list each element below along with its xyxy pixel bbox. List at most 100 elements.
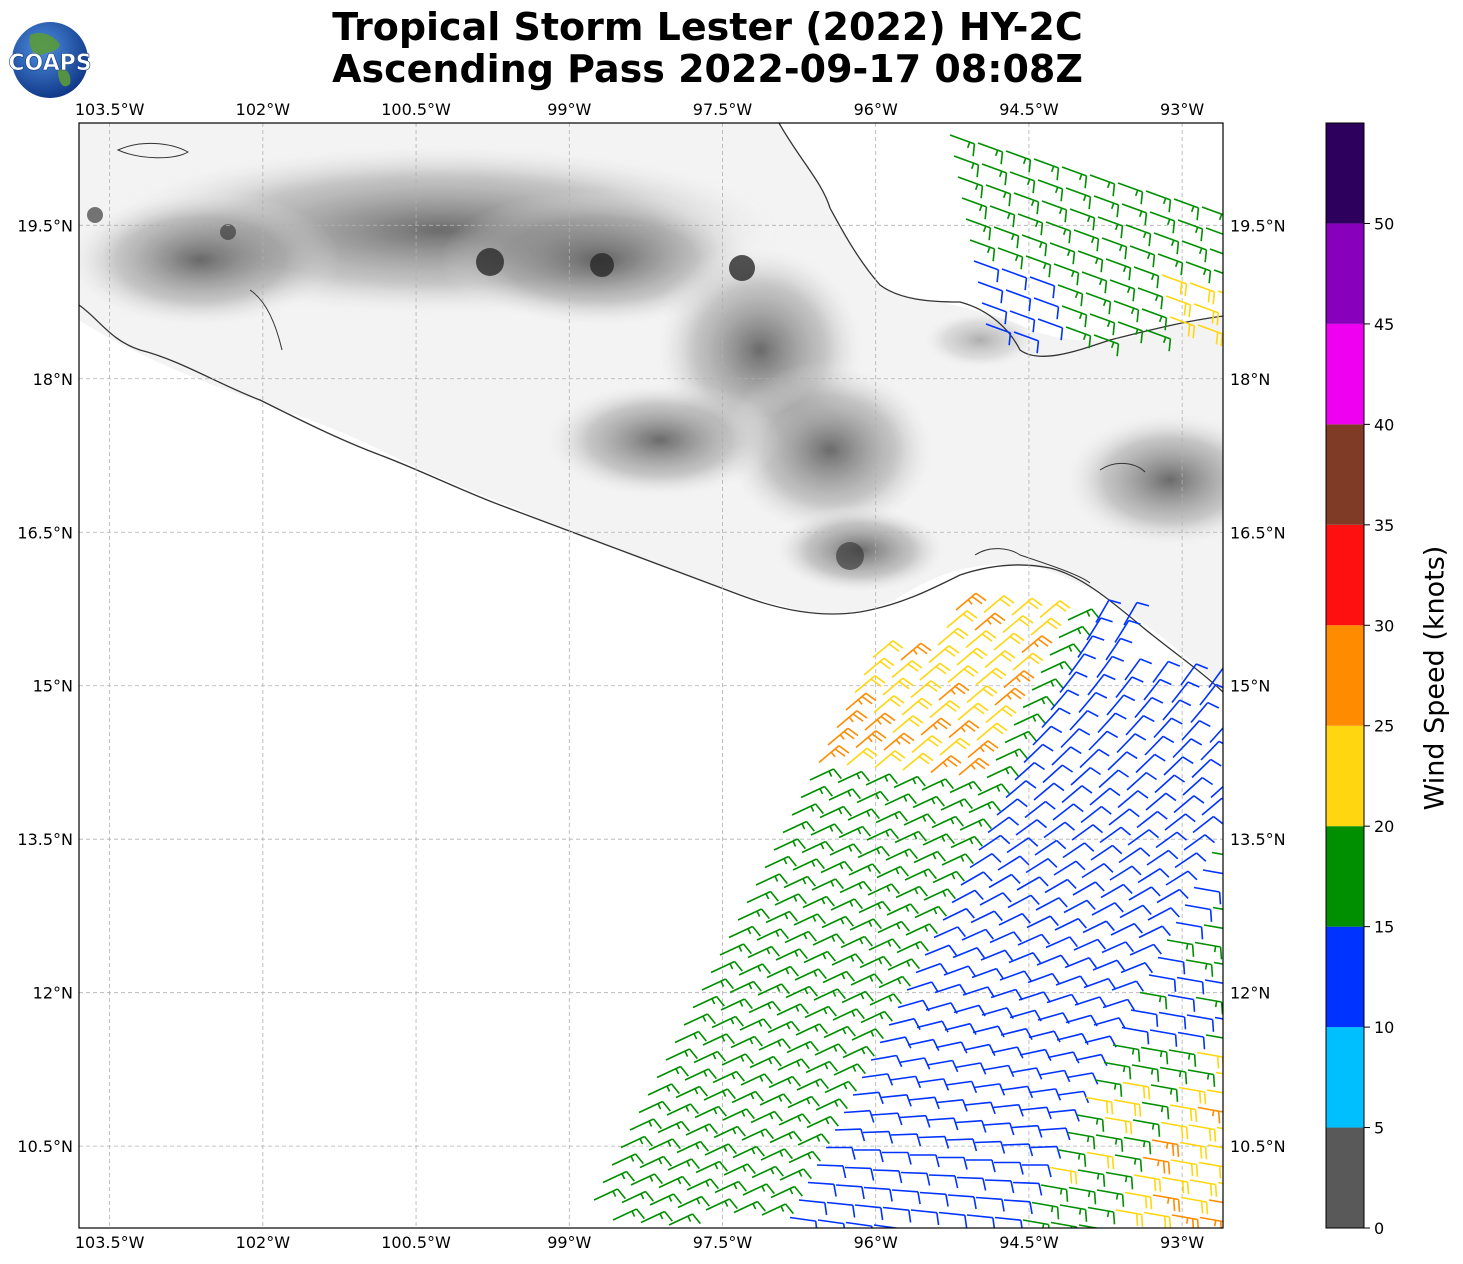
wind-barb xyxy=(1022,695,1055,709)
wind-barb xyxy=(847,808,880,821)
wind-barb xyxy=(702,1033,735,1046)
lon-tick-label-top: 94.5°W xyxy=(999,100,1059,119)
wind-barb xyxy=(733,1200,766,1214)
wind-barb xyxy=(963,1043,996,1057)
wind-barb xyxy=(1213,269,1223,275)
lon-tick-label-bottom: 93°W xyxy=(1160,1233,1204,1252)
wind-barb xyxy=(1106,694,1136,716)
wind-barb xyxy=(1041,707,1071,729)
wind-barb xyxy=(1093,1017,1126,1029)
wind-barb xyxy=(894,830,927,844)
colorbar-bin xyxy=(1326,625,1364,726)
wind-barb xyxy=(782,820,815,834)
wind-barb xyxy=(956,647,988,666)
wind-barb xyxy=(968,800,1001,814)
wind-barb xyxy=(1174,852,1207,869)
wind-barb xyxy=(862,1130,894,1144)
wind-barb xyxy=(1208,1199,1223,1209)
wind-barb xyxy=(1049,643,1082,656)
wind-barb xyxy=(638,1100,671,1114)
wind-barb xyxy=(742,1183,775,1196)
wind-barb xyxy=(864,712,896,731)
wind-barb xyxy=(1054,917,1087,931)
wind-barb xyxy=(621,1190,654,1204)
wind-barb xyxy=(602,1170,635,1184)
wind-barb xyxy=(826,1146,856,1160)
wind-barb xyxy=(747,945,780,959)
wind-barb xyxy=(1087,1206,1116,1225)
wind-barb xyxy=(815,1098,848,1111)
wind-barb xyxy=(639,1155,672,1169)
wind-barb xyxy=(997,247,1024,270)
wind-barb xyxy=(1002,615,1034,634)
wind-barb xyxy=(728,925,761,939)
colorbar-tick-label: 20 xyxy=(1374,817,1394,836)
wind-barb xyxy=(966,685,998,704)
wind-barb xyxy=(1119,904,1152,919)
wind-barb xyxy=(841,990,874,1004)
wind-barb xyxy=(919,1191,949,1207)
wind-barb xyxy=(989,205,1016,228)
wind-barb xyxy=(1120,962,1154,974)
wind-barb xyxy=(1051,746,1082,766)
wind-barb xyxy=(1125,224,1152,247)
wind-barb xyxy=(1043,821,1076,839)
colorbar-bin xyxy=(1326,1027,1364,1128)
lat-tick-label-right: 13.5°N xyxy=(1230,830,1286,849)
wind-barb xyxy=(1004,730,1037,744)
wind-barb xyxy=(906,981,939,993)
wind-barb xyxy=(924,944,958,956)
wind-barb xyxy=(1163,756,1194,776)
wind-barb xyxy=(810,823,843,836)
wind-barb xyxy=(974,612,1006,631)
wind-barb xyxy=(1207,1144,1223,1149)
wind-barb xyxy=(1062,842,1095,859)
wind-barb xyxy=(947,665,979,684)
wind-barb xyxy=(768,1075,801,1089)
wind-barb xyxy=(656,1065,689,1079)
wind-barb xyxy=(927,1117,959,1131)
wind-barb xyxy=(1068,1186,1097,1205)
wind-barb xyxy=(722,1108,755,1121)
wind-barb xyxy=(1009,171,1036,194)
wind-barb xyxy=(1197,1106,1223,1124)
wind-barb xyxy=(1089,787,1121,806)
wind-barb xyxy=(915,962,949,975)
wind-barb xyxy=(1077,635,1105,658)
wind-barb xyxy=(1149,211,1176,234)
wind-barb xyxy=(1017,933,1051,946)
wind-barb xyxy=(1113,1099,1142,1117)
wind-barb xyxy=(839,880,872,894)
wind-barb xyxy=(990,988,1023,1001)
wind-barb xyxy=(1068,653,1097,676)
wind-barb xyxy=(833,1063,866,1076)
wind-barb xyxy=(916,1020,949,1033)
colorbar-bin xyxy=(1326,524,1364,626)
wind-barb xyxy=(880,1093,912,1107)
wind-barb xyxy=(723,1163,756,1176)
wind-barb xyxy=(805,1060,838,1074)
lon-tick-label-top: 93°W xyxy=(1160,100,1204,119)
wind-barb xyxy=(1125,714,1155,736)
wind-barb xyxy=(944,1022,977,1036)
wind-barb xyxy=(665,1048,698,1061)
wind-barb xyxy=(803,950,836,964)
wind-barb xyxy=(882,1151,912,1165)
wind-barb xyxy=(1144,735,1175,756)
wind-barb xyxy=(756,928,789,941)
wind-barb xyxy=(1095,599,1122,623)
wind-barb xyxy=(1171,1214,1200,1228)
colorbar-bin xyxy=(1326,424,1364,525)
wind-barb xyxy=(863,1186,893,1202)
wind-barb xyxy=(1003,1199,1033,1215)
wind-barb xyxy=(1202,869,1223,875)
wind-barb xyxy=(1011,1124,1043,1138)
wind-barb xyxy=(929,700,961,719)
wind-barb xyxy=(1028,1030,1061,1043)
wind-barb xyxy=(1145,329,1172,352)
wind-barb xyxy=(869,993,902,1006)
wind-barb xyxy=(875,810,908,824)
wind-barb xyxy=(809,768,842,781)
wind-barb xyxy=(1178,1086,1207,1105)
wind-barb xyxy=(1090,844,1123,861)
